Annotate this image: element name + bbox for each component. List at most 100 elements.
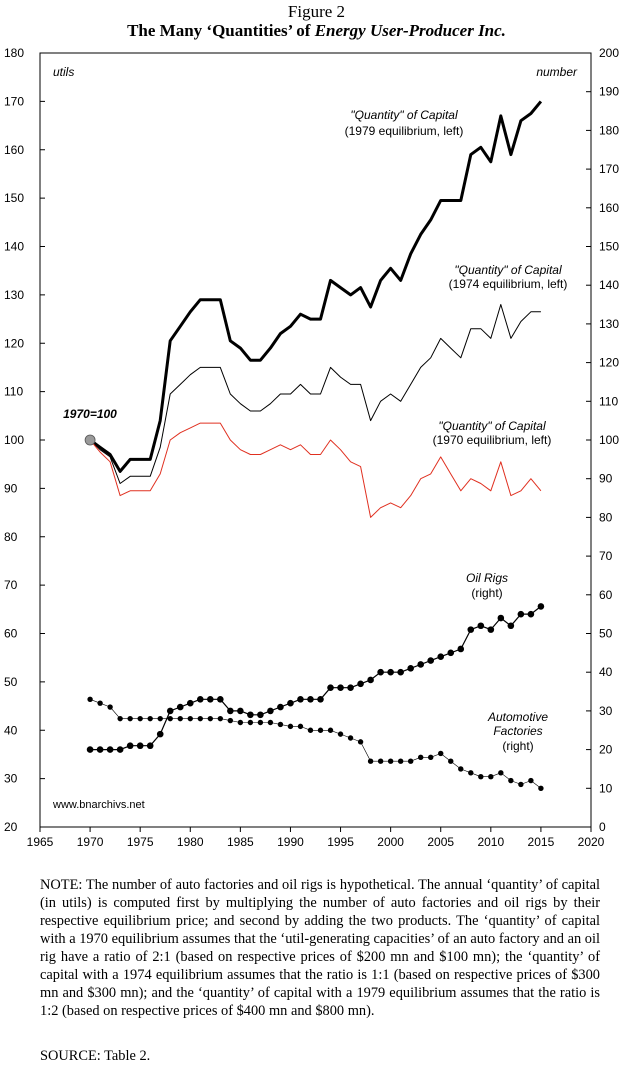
x-tick-label: 2020	[578, 835, 605, 849]
right-tick-label: 90	[599, 472, 613, 486]
series-point-4	[157, 715, 163, 722]
series-point-4	[197, 715, 203, 722]
series-point-4	[357, 739, 364, 745]
left-tick-label: 140	[4, 240, 24, 254]
series-line-0	[89, 100, 543, 473]
series-line-4	[89, 699, 542, 789]
x-tick-label: 2000	[377, 835, 404, 849]
series-point-3	[247, 711, 254, 719]
x-tick-label: 2005	[427, 835, 454, 849]
series-point-4	[137, 715, 143, 722]
series-point-3	[307, 695, 314, 703]
chart-labels: utils number 1970=100 "Quantity" of Capital…	[52, 65, 578, 811]
series-point-3	[417, 661, 424, 668]
series-point-4	[227, 717, 234, 724]
right-axis-label: number	[536, 65, 578, 79]
left-tick-label: 90	[4, 481, 18, 495]
series-point-3	[267, 707, 274, 715]
series-point-3	[367, 676, 374, 684]
series-line-3	[90, 605, 542, 751]
right-tick-label: 180	[599, 123, 619, 137]
series-point-4	[147, 715, 153, 722]
series-point-3	[176, 703, 184, 711]
series-point-4	[267, 719, 274, 726]
figure-title-prefix: The Many ‘Quantities’ of	[127, 21, 315, 40]
series-point-3	[106, 746, 114, 753]
series-point-4	[177, 715, 183, 722]
label-capital-1974-line1: "Quantity" of Capital	[454, 263, 562, 277]
left-tick-label: 170	[4, 94, 24, 108]
series-point-4	[117, 715, 123, 722]
x-tick-label: 1990	[277, 835, 304, 849]
right-tick-label: 160	[599, 201, 619, 215]
left-tick-label: 60	[4, 627, 18, 641]
left-axis-label: utils	[53, 65, 74, 79]
series-point-4	[277, 721, 284, 728]
series-point-4	[337, 731, 344, 737]
right-tick-label: 100	[599, 433, 619, 447]
series-point-4	[528, 777, 534, 784]
series-point-3	[397, 668, 404, 676]
series-point-4	[257, 719, 264, 726]
series-point-4	[237, 719, 244, 726]
series-point-3	[347, 684, 354, 691]
series-point-3	[136, 742, 144, 750]
series-point-3	[427, 657, 435, 664]
label-auto-factories-line3: (right)	[502, 739, 533, 753]
series-point-3	[237, 707, 244, 715]
series-point-3	[186, 699, 194, 707]
label-capital-1970-line2: (1970 equilibrium, left)	[433, 433, 552, 447]
series-point-4	[397, 758, 404, 764]
series-point-3	[126, 742, 134, 750]
label-auto-factories-line2: Factories	[493, 724, 542, 738]
right-tick-label: 110	[599, 394, 618, 408]
series-point-3	[317, 695, 324, 703]
series-point-3	[337, 684, 344, 691]
right-tick-label: 40	[599, 665, 613, 679]
label-oil-rigs-line1: Oil Rigs	[466, 571, 508, 585]
left-tick-label: 180	[4, 46, 24, 60]
left-tick-label: 30	[4, 772, 18, 786]
right-tick-label: 20	[599, 743, 613, 757]
series-point-3	[527, 610, 535, 618]
series-point-3	[467, 626, 475, 633]
series-point-3	[537, 603, 545, 610]
chart-plot-area	[84, 100, 545, 791]
x-tick-label: 1965	[27, 835, 54, 849]
figure-source: SOURCE: Table 2.	[40, 1048, 151, 1064]
right-tick-label: 50	[599, 627, 613, 641]
series-point-4	[297, 723, 304, 730]
series-point-4	[417, 754, 424, 761]
series-point-4	[247, 719, 254, 726]
series-point-4	[448, 758, 454, 764]
series-point-4	[107, 704, 113, 710]
series-line-2	[89, 422, 542, 518]
right-tick-label: 10	[599, 781, 613, 795]
series-point-4	[317, 727, 324, 733]
series-point-4	[307, 727, 314, 733]
series-point-3	[497, 614, 505, 622]
x-tick-label: 2015	[528, 835, 555, 849]
series-point-4	[438, 750, 444, 757]
series-point-4	[217, 715, 224, 722]
label-capital-1974-line2: (1974 equilibrium, left)	[449, 277, 568, 291]
left-tick-label: 150	[4, 191, 24, 205]
figure-number: Figure 2	[287, 2, 346, 21]
series-point-4	[377, 758, 384, 764]
series-point-4	[428, 754, 434, 761]
x-tick-label: 1970	[77, 835, 104, 849]
figure-title: The Many ‘Quantities’ of Energy User-Pro…	[0, 21, 633, 41]
series-point-4	[518, 781, 524, 788]
series-point-3	[297, 695, 304, 703]
series-point-3	[207, 695, 214, 703]
series-point-4	[207, 715, 214, 722]
series-point-3	[146, 742, 154, 750]
right-tick-label: 60	[599, 588, 613, 602]
x-tick-label: 1995	[327, 835, 354, 849]
left-tick-label: 110	[4, 385, 23, 399]
right-tick-label: 150	[599, 240, 619, 254]
left-tick-label: 40	[4, 723, 18, 737]
series-point-3	[96, 746, 104, 753]
right-tick-label: 30	[599, 704, 613, 718]
series-point-3	[437, 653, 445, 661]
